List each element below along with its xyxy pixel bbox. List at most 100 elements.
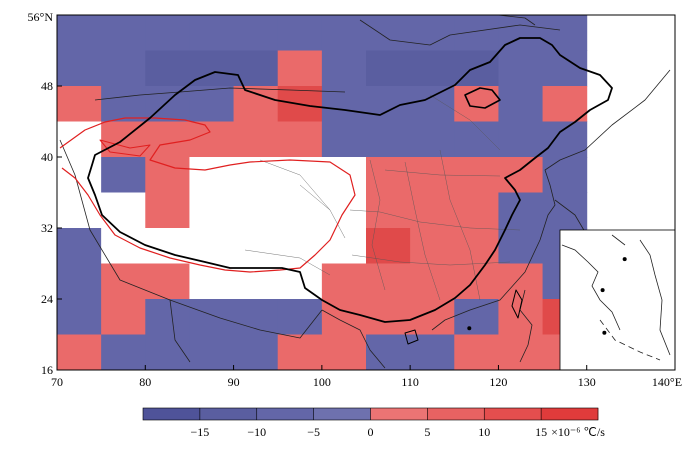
grid-cell [454,299,499,335]
island-dot [622,257,627,262]
grid-cell [101,334,146,371]
colorbar-tick-label: 10 [478,425,490,439]
grid-cell [366,157,411,193]
grid-cell [145,157,190,193]
colorbar-segment [199,408,258,420]
china-boundary [87,37,613,323]
grid-cell [498,228,544,264]
lat-tick-label: 16 [41,363,53,377]
grid-cell [454,228,499,264]
grid-cell [321,157,367,193]
province-boundaries [244,94,521,301]
grid-cell [101,86,146,122]
grid-cell [542,121,588,158]
grid-cell [410,192,455,229]
lon-tick-label: 100 [313,375,331,389]
grid-cell [410,121,455,158]
grid-cell [410,334,455,371]
grid-cell [189,121,235,158]
grid-cell [57,50,102,87]
grid-cell [366,228,411,264]
grid-cell [454,15,499,51]
grid-cell [454,121,499,158]
anomaly-grid [57,15,588,371]
hainan-island [404,329,419,345]
grid-cell [277,192,323,229]
grid-cell [366,263,411,300]
grid-cell [233,263,279,300]
grid-cell [189,299,235,335]
grid-cell [57,334,102,371]
grid-cell [498,121,544,158]
grid-cell [366,121,411,158]
grid-cell [321,334,367,371]
grid-cell [233,228,279,264]
lon-tick-label: 90 [228,375,240,389]
grid-cell [145,299,190,335]
grid-cell [189,157,235,193]
grid-cell [189,50,235,87]
grid-cell [233,334,279,371]
colorbar-unit-label: ×10⁻⁶ ℃/s [551,425,605,439]
grid-cell [454,157,499,193]
colorbar-tick-label: −15 [190,425,209,439]
colorbar-tick-label: 15 [535,425,547,439]
grid-cell [101,15,146,51]
lat-tick-label: 40 [41,150,53,164]
grid-cell [233,86,279,122]
island-dot [600,288,605,293]
grid-cell [57,263,102,300]
grid-cell [410,86,455,122]
grid-cell [321,228,367,264]
grid-cell [277,299,323,335]
grid-cell [57,121,102,158]
grid-cell [366,334,411,371]
colorbar-segment [143,408,201,420]
grid-cell [233,192,279,229]
grid-cell [233,15,279,51]
grid-cell [321,50,367,87]
grid-cell [277,50,323,87]
grid-cell [145,263,190,300]
taiwan-island [511,289,523,319]
lat-tick-label: 32 [41,221,53,235]
longitude-axis: 70 80 90 100 110 120 130 140°E [51,365,682,389]
grid-cell [277,15,323,51]
grid-cell [321,263,367,300]
grid-cell [101,192,146,229]
lon-tick-label: 80 [139,375,151,389]
grid-cell [454,192,499,229]
colorbar-segment [370,408,428,420]
grid-cell [277,121,323,158]
colorbar-segment [484,408,542,420]
lat-tick-label: 24 [41,292,53,306]
grid-cell [542,192,588,229]
grid-cell [189,15,235,51]
grid-cell [145,192,190,229]
lon-tick-label: 140°E [652,375,682,389]
grid-cell [57,228,102,264]
grid-cell [454,334,499,371]
colorbar-segment [541,408,599,420]
colorbar-segment [427,408,485,420]
grid-cell [57,15,102,51]
grid-cell [57,192,102,229]
lon-tick-label: 130 [578,375,596,389]
grid-cell [542,15,588,51]
colorbar-tick-label: −5 [307,425,320,439]
colorbar-tick-label: −10 [247,425,266,439]
lat-tick-label: 48 [41,79,53,93]
colorbar-tick-label: 5 [424,425,430,439]
coastline [59,15,671,369]
south-china-sea-inset [467,229,676,371]
grid-cell [498,157,544,193]
grid-cell [498,50,544,87]
latitude-axis: 56°N 48 40 32 24 16 [28,10,62,377]
plateau-outline [59,117,356,273]
grid-cell [101,299,146,335]
grid-cell [233,157,279,193]
grid-cell [57,299,102,335]
grid-cell [189,334,235,371]
grid-cell [277,334,323,371]
